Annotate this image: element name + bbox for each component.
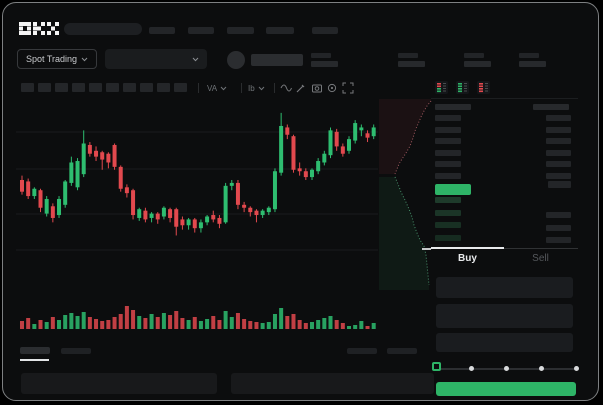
chevron-down-icon <box>81 57 88 61</box>
ticker-stat-1 <box>311 53 338 67</box>
app-window: Spot Trading VA Ib <box>2 2 599 401</box>
bid-price-placeholder <box>435 209 461 216</box>
stat-value-placeholder <box>519 61 546 67</box>
stat-value-placeholder <box>311 61 338 67</box>
ticker-stat-4 <box>519 53 546 67</box>
interval-button-9[interactable] <box>157 83 170 92</box>
pair-coin-icon <box>227 51 245 69</box>
active-tab-indicator <box>431 247 504 249</box>
slider-stop-50pct[interactable] <box>504 366 509 371</box>
slider-stop-25pct[interactable] <box>469 366 474 371</box>
interval-button-8[interactable] <box>140 83 153 92</box>
pair-name-placeholder <box>251 54 303 66</box>
orderbook-mid-amount <box>548 181 571 188</box>
bid-amount-placeholder <box>546 212 571 218</box>
ask-amount-placeholder <box>546 149 571 156</box>
ask-price-placeholder <box>435 173 461 179</box>
market-type-label: Spot Trading <box>25 54 78 64</box>
book-bids-icon[interactable] <box>456 81 469 94</box>
bid-price-placeholder <box>435 197 461 203</box>
slider-stop-100pct[interactable] <box>574 366 579 371</box>
tab-buy[interactable]: Buy <box>458 253 477 264</box>
total-input[interactable] <box>436 333 573 352</box>
orderbook-header-price <box>435 104 471 110</box>
book-asks-icon[interactable] <box>477 81 490 94</box>
chevron-down-icon <box>220 86 227 90</box>
ask-price-placeholder <box>435 149 461 156</box>
amount-input[interactable] <box>436 304 573 328</box>
bottom-action-1[interactable] <box>347 348 377 354</box>
ask-amount-placeholder <box>546 115 571 121</box>
interval-button-2[interactable] <box>38 83 51 92</box>
interval-button-4[interactable] <box>72 83 85 92</box>
orderbook-header-amount <box>533 104 569 110</box>
fullscreen-icon[interactable] <box>342 82 354 94</box>
ask-amount-placeholder <box>546 126 571 133</box>
bid-amount-placeholder <box>546 224 571 231</box>
ask-price-placeholder <box>435 161 461 168</box>
last-price-button[interactable] <box>435 184 471 195</box>
nav-item-2[interactable] <box>188 27 214 34</box>
indicators-label: Ib <box>248 83 255 93</box>
draw-icon[interactable] <box>295 82 307 94</box>
interval-button-1[interactable] <box>21 83 34 92</box>
slider-handle[interactable] <box>432 362 441 371</box>
market-type-dropdown[interactable]: Spot Trading <box>17 49 97 69</box>
stat-value-placeholder <box>464 61 491 67</box>
camera-icon[interactable] <box>311 82 323 94</box>
tab-sell[interactable]: Sell <box>532 253 549 264</box>
ticker-stat-3 <box>464 53 491 67</box>
orderbook-panel: Buy Sell <box>431 77 579 398</box>
book-combined-icon[interactable] <box>435 81 448 94</box>
ticker-stat-2 <box>398 53 425 67</box>
buy-submit-button[interactable] <box>436 382 576 396</box>
chart-style-label: VA <box>207 83 218 93</box>
bottom-action-2[interactable] <box>387 348 417 354</box>
tab-divider <box>431 248 578 249</box>
interval-button-5[interactable] <box>89 83 102 92</box>
interval-button-10[interactable] <box>174 83 187 92</box>
ask-amount-placeholder <box>546 173 571 179</box>
settings-icon[interactable] <box>326 82 338 94</box>
ask-amount-placeholder <box>546 161 571 168</box>
chevron-down-icon <box>258 86 265 90</box>
interval-button-3[interactable] <box>55 83 68 92</box>
bottom-tab-underline <box>20 359 49 361</box>
okx-logo-glyph <box>19 22 59 35</box>
interval-button-6[interactable] <box>106 83 119 92</box>
nav-item-1[interactable] <box>149 27 175 34</box>
nav-item-3[interactable] <box>227 27 254 34</box>
pair-selector-dropdown[interactable] <box>105 49 207 69</box>
bid-price-placeholder <box>435 222 461 229</box>
search-input[interactable] <box>64 23 142 35</box>
ask-price-placeholder <box>435 115 461 121</box>
divider <box>431 98 578 99</box>
stat-value-placeholder <box>398 61 425 67</box>
bid-amount-placeholder <box>546 237 571 244</box>
bid-price-placeholder <box>435 234 461 241</box>
stat-label-placeholder <box>519 53 539 58</box>
ask-amount-placeholder <box>546 138 571 145</box>
slider-stop-75pct[interactable] <box>539 366 544 371</box>
bottom-tab-active[interactable] <box>20 347 50 354</box>
okx-logo[interactable] <box>19 22 59 35</box>
chevron-down-icon <box>192 57 199 61</box>
nav-item-5[interactable] <box>312 27 338 34</box>
interval-button-7[interactable] <box>123 83 136 92</box>
wave-icon[interactable] <box>280 82 292 94</box>
stat-label-placeholder <box>398 53 418 58</box>
ask-price-placeholder <box>435 138 461 145</box>
stat-label-placeholder <box>311 53 331 58</box>
stat-label-placeholder <box>464 53 484 58</box>
bottom-panel-right[interactable] <box>231 373 434 394</box>
bottom-panel-left[interactable] <box>21 373 217 394</box>
ask-price-placeholder <box>435 126 461 133</box>
price-input[interactable] <box>436 277 573 298</box>
chart-style-dropdown[interactable]: VA <box>207 82 227 94</box>
nav-item-4[interactable] <box>266 27 294 34</box>
price-chart[interactable] <box>16 97 436 343</box>
bottom-tab-2[interactable] <box>61 348 91 354</box>
indicators-dropdown[interactable]: Ib <box>248 82 265 94</box>
